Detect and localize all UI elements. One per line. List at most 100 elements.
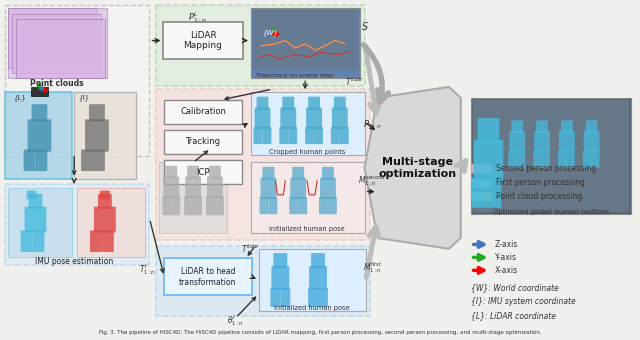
Polygon shape [365, 87, 461, 249]
FancyBboxPatch shape [260, 197, 268, 214]
Text: Second person processing: Second person processing [497, 164, 596, 173]
Text: Trajectory on scene map: Trajectory on scene map [257, 72, 334, 78]
FancyBboxPatch shape [209, 166, 221, 178]
FancyBboxPatch shape [311, 253, 325, 268]
FancyBboxPatch shape [164, 258, 252, 295]
FancyBboxPatch shape [27, 190, 36, 199]
FancyBboxPatch shape [260, 177, 276, 199]
FancyBboxPatch shape [156, 5, 365, 86]
FancyBboxPatch shape [331, 127, 340, 144]
Text: Point cloud processing: Point cloud processing [497, 192, 582, 201]
FancyBboxPatch shape [280, 288, 291, 307]
FancyBboxPatch shape [257, 97, 268, 109]
FancyBboxPatch shape [511, 120, 524, 133]
Text: ICP: ICP [196, 168, 210, 177]
FancyBboxPatch shape [89, 104, 105, 121]
FancyBboxPatch shape [102, 231, 114, 252]
FancyBboxPatch shape [163, 176, 179, 198]
FancyBboxPatch shape [187, 166, 199, 178]
FancyBboxPatch shape [94, 207, 116, 233]
FancyBboxPatch shape [74, 92, 136, 178]
Text: Initialized human pose: Initialized human pose [269, 226, 345, 232]
FancyBboxPatch shape [184, 196, 193, 215]
FancyBboxPatch shape [255, 107, 271, 129]
FancyBboxPatch shape [156, 245, 369, 316]
FancyBboxPatch shape [328, 197, 337, 214]
FancyBboxPatch shape [332, 107, 348, 129]
Text: LiDAR
Mapping: LiDAR Mapping [184, 31, 223, 50]
FancyBboxPatch shape [24, 207, 46, 233]
FancyBboxPatch shape [472, 178, 486, 208]
Text: Cropped human points: Cropped human points [269, 149, 346, 155]
FancyBboxPatch shape [164, 130, 242, 154]
FancyBboxPatch shape [164, 160, 242, 184]
FancyBboxPatch shape [470, 191, 493, 201]
Text: {L}: {L} [13, 94, 26, 101]
Text: Tracking: Tracking [186, 137, 221, 147]
Text: $T^I_{1:n}$: $T^I_{1:n}$ [140, 262, 156, 277]
FancyBboxPatch shape [251, 163, 365, 233]
FancyBboxPatch shape [470, 98, 631, 214]
Text: Fig. 3. The pipeline of HiSC4D: The HiSC4D pipeline consists of LiDAR mapping, f: Fig. 3. The pipeline of HiSC4D: The HiSC… [99, 330, 541, 335]
Text: IMU pose estimation: IMU pose estimation [35, 257, 113, 266]
FancyBboxPatch shape [253, 127, 262, 144]
FancyBboxPatch shape [163, 196, 172, 215]
FancyBboxPatch shape [77, 188, 145, 257]
FancyBboxPatch shape [291, 177, 306, 199]
FancyBboxPatch shape [4, 184, 148, 265]
FancyBboxPatch shape [308, 97, 320, 109]
FancyBboxPatch shape [207, 176, 223, 198]
Text: {I}: IMU system coordinate: {I}: IMU system coordinate [470, 297, 575, 306]
Text: Y-axis: Y-axis [495, 253, 516, 262]
FancyBboxPatch shape [305, 127, 314, 144]
FancyBboxPatch shape [308, 288, 318, 307]
FancyBboxPatch shape [24, 150, 35, 171]
FancyBboxPatch shape [90, 231, 102, 252]
Text: {W}: {W} [262, 30, 278, 36]
Text: Initialized human pose: Initialized human pose [274, 305, 350, 311]
FancyBboxPatch shape [15, 19, 105, 78]
FancyBboxPatch shape [318, 288, 328, 307]
FancyBboxPatch shape [4, 92, 72, 178]
FancyBboxPatch shape [81, 150, 93, 171]
Text: Z-axis: Z-axis [495, 240, 518, 249]
FancyBboxPatch shape [509, 131, 525, 153]
FancyBboxPatch shape [273, 253, 287, 268]
FancyBboxPatch shape [12, 14, 101, 73]
FancyBboxPatch shape [558, 151, 567, 168]
FancyBboxPatch shape [280, 107, 296, 129]
Text: LiDAR to head
transformation: LiDAR to head transformation [179, 267, 237, 287]
FancyBboxPatch shape [322, 167, 334, 180]
FancyBboxPatch shape [271, 266, 289, 290]
Text: Optimized global human motions: Optimized global human motions [493, 209, 609, 215]
FancyBboxPatch shape [251, 8, 360, 78]
FancyBboxPatch shape [473, 100, 629, 212]
FancyBboxPatch shape [165, 166, 177, 178]
FancyBboxPatch shape [541, 151, 550, 168]
FancyBboxPatch shape [586, 120, 598, 133]
FancyBboxPatch shape [215, 196, 224, 215]
FancyBboxPatch shape [282, 97, 294, 109]
FancyBboxPatch shape [35, 150, 47, 171]
FancyBboxPatch shape [470, 164, 493, 173]
FancyBboxPatch shape [164, 100, 242, 124]
Text: $M^{second}_{1:n}$: $M^{second}_{1:n}$ [358, 173, 387, 188]
FancyBboxPatch shape [288, 127, 297, 144]
Text: {I}: {I} [78, 94, 89, 101]
Text: $T^{lidar}$: $T^{lidar}$ [241, 242, 260, 255]
FancyBboxPatch shape [259, 249, 365, 311]
Text: First person processing: First person processing [497, 178, 586, 187]
FancyBboxPatch shape [8, 188, 72, 257]
FancyBboxPatch shape [29, 194, 42, 209]
FancyBboxPatch shape [340, 127, 349, 144]
FancyBboxPatch shape [262, 167, 275, 180]
FancyBboxPatch shape [582, 151, 591, 168]
FancyBboxPatch shape [591, 151, 600, 168]
Text: $\theta^I_{1:n}$: $\theta^I_{1:n}$ [227, 313, 244, 328]
FancyBboxPatch shape [271, 288, 280, 307]
FancyBboxPatch shape [534, 131, 550, 153]
FancyBboxPatch shape [319, 197, 328, 214]
FancyBboxPatch shape [306, 107, 322, 129]
Text: {W}: World coordinate: {W}: World coordinate [470, 283, 559, 292]
FancyBboxPatch shape [253, 10, 358, 70]
